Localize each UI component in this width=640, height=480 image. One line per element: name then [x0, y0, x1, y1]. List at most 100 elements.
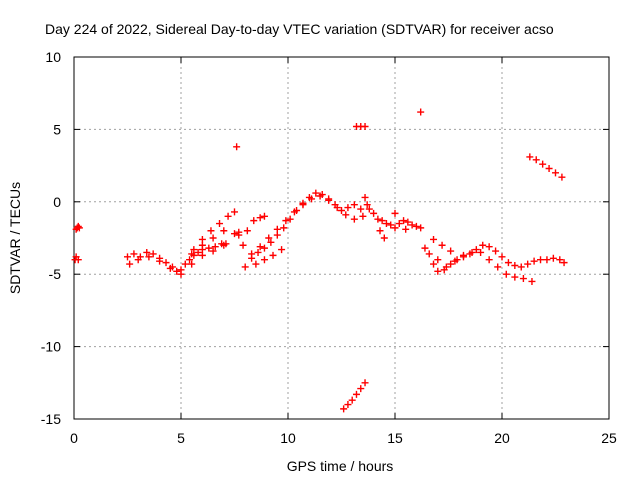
axis-ticks: 0 5 10 15 20 25 -15 -10 -5 0 5 10	[41, 49, 617, 446]
data-point	[451, 257, 459, 265]
data-point	[256, 243, 264, 251]
data-point	[357, 385, 365, 393]
data-point	[194, 248, 202, 256]
data-point	[299, 201, 307, 209]
data-point	[241, 263, 249, 271]
data-point	[477, 248, 485, 256]
data-point	[333, 204, 341, 212]
data-point	[400, 217, 408, 225]
y-axis-label: SDTVAR / TECUs	[7, 182, 23, 294]
data-point	[430, 235, 438, 243]
data-point	[352, 390, 360, 398]
y-tick-label: -15	[41, 411, 61, 427]
data-point	[430, 260, 438, 268]
data-point	[560, 259, 568, 267]
data-point	[425, 250, 433, 258]
data-point	[545, 164, 553, 172]
data-point	[363, 201, 371, 209]
data-point	[530, 257, 538, 265]
data-point	[438, 241, 446, 249]
data-point	[286, 215, 294, 223]
data-point	[260, 212, 268, 220]
data-point	[434, 256, 442, 264]
data-point	[348, 396, 356, 404]
data-point	[361, 123, 369, 131]
data-point	[524, 260, 532, 268]
data-point	[485, 256, 493, 264]
data-point	[209, 234, 217, 242]
data-point	[134, 256, 142, 264]
data-point	[412, 222, 420, 230]
data-point	[361, 379, 369, 387]
data-point	[220, 227, 228, 235]
data-point	[224, 212, 232, 220]
data-point	[365, 205, 373, 213]
data-point	[378, 217, 386, 225]
data-point	[260, 256, 268, 264]
x-tick-label: 20	[494, 430, 510, 446]
data-point	[248, 250, 256, 258]
data-point	[282, 217, 290, 225]
y-tick-label: -5	[49, 266, 62, 282]
data-point	[216, 220, 224, 228]
data-point	[408, 221, 416, 229]
data-point	[532, 156, 540, 164]
data-point	[211, 243, 219, 251]
data-point	[382, 220, 390, 228]
x-tick-label: 25	[601, 430, 617, 446]
data-point	[472, 246, 480, 254]
data-point	[376, 227, 384, 235]
data-point	[447, 260, 455, 268]
data-point	[267, 238, 275, 246]
data-point	[166, 264, 174, 272]
data-point	[207, 227, 215, 235]
y-tick-label: -10	[41, 339, 61, 355]
data-point	[75, 224, 83, 232]
data-point	[235, 228, 243, 236]
data-point	[370, 209, 378, 217]
data-points	[71, 108, 568, 413]
data-point	[198, 241, 206, 249]
data-point	[278, 246, 286, 254]
data-point	[350, 201, 358, 209]
data-point	[504, 259, 512, 267]
data-point	[269, 251, 277, 259]
data-point	[316, 192, 324, 200]
data-point	[552, 169, 559, 177]
data-point	[350, 215, 358, 223]
data-point	[124, 253, 131, 261]
data-point	[417, 224, 425, 232]
data-point	[434, 267, 442, 275]
data-point	[556, 256, 564, 264]
data-point	[156, 257, 164, 265]
data-point	[338, 206, 345, 214]
data-point	[250, 217, 258, 225]
data-point	[130, 250, 138, 258]
data-point	[231, 208, 238, 216]
data-point	[359, 212, 367, 220]
data-point	[537, 256, 545, 264]
data-point	[498, 253, 506, 261]
data-point	[468, 248, 476, 256]
data-point	[387, 221, 395, 229]
data-point	[220, 241, 228, 249]
data-point	[442, 263, 450, 271]
data-point	[312, 189, 320, 197]
data-point	[492, 247, 500, 255]
data-point	[254, 248, 262, 256]
data-point	[417, 108, 425, 116]
data-point	[511, 262, 519, 270]
data-point	[549, 254, 557, 262]
x-tick-label: 15	[387, 430, 403, 446]
data-point	[543, 256, 551, 264]
data-point	[344, 401, 352, 409]
data-point	[145, 253, 153, 261]
data-point	[558, 173, 566, 181]
x-axis-label: GPS time / hours	[287, 458, 394, 474]
data-point	[421, 244, 429, 252]
data-point	[539, 160, 547, 168]
data-point	[243, 227, 251, 235]
data-point	[74, 222, 82, 230]
data-point	[143, 248, 151, 256]
